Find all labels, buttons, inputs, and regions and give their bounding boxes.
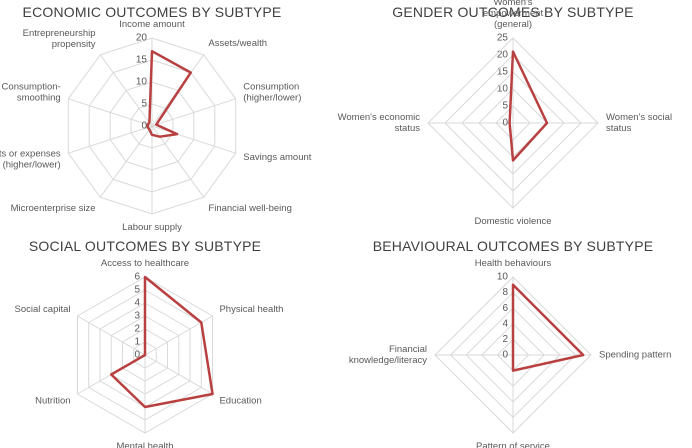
category-label: Women's social status [606, 112, 673, 134]
grid-line [110, 315, 180, 395]
data-line [508, 50, 549, 162]
category-label: Entrepreneurship propensity [22, 28, 96, 51]
grid-line [121, 328, 169, 382]
r-tick-label: 2 [134, 324, 140, 335]
chart-title: SOCIAL OUTCOMES BY SUBTYPE [28, 238, 262, 254]
r-tick-label: 6 [502, 303, 508, 314]
category-label: Physical health [219, 303, 284, 315]
r-tick-label: 8 [502, 287, 508, 298]
chart-title: BEHAVIOURAL OUTCOMES BY SUBTYPE [372, 238, 654, 254]
r-tick-label: 0 [502, 350, 508, 361]
data-line [511, 283, 585, 372]
grid-line [465, 307, 561, 403]
category-label: Microenterprise size [10, 202, 96, 214]
chart-title: GENDER OUTCOMES BY SUBTYPE [392, 4, 634, 20]
grid-line [461, 71, 565, 175]
category-label: Financial well-being [208, 202, 292, 214]
category-label: Savings amount [243, 151, 312, 163]
r-tick-label: 2 [502, 334, 508, 345]
category-label: Education [219, 395, 262, 407]
r-tick-label: 10 [497, 84, 509, 95]
grid-line [449, 291, 577, 419]
r-tick-label: 20 [497, 50, 509, 61]
category-label: Social capital [14, 303, 71, 315]
category-label: Labour supply [122, 222, 182, 233]
r-tick-label: 4 [502, 318, 508, 329]
grid-line [67, 37, 237, 215]
grid-line [434, 276, 592, 434]
r-tick-label: 0 [134, 350, 140, 361]
grid-line [130, 103, 174, 149]
category-label: Access to healthcare [100, 258, 190, 269]
grid-line [133, 341, 157, 369]
category-label: Health behaviours [474, 258, 552, 269]
grid-line [495, 105, 531, 141]
category-label: Consumption (higher/lower) [243, 81, 302, 104]
r-tick-label: 10 [497, 272, 509, 283]
category-label: Nutrition [35, 395, 71, 407]
r-tick-label: 20 [136, 33, 148, 44]
grid-line [444, 54, 582, 192]
grid-line [109, 81, 195, 171]
r-tick-label: 15 [136, 55, 148, 66]
r-tick-label: 1 [134, 337, 140, 348]
r-tick-label: 10 [136, 77, 148, 88]
r-tick-label: 15 [497, 67, 509, 78]
category-label: Consumption-smoothing [1, 81, 61, 104]
category-label: Financial knowledge/literacy [348, 344, 427, 366]
data-line [109, 275, 214, 409]
grid-line [427, 37, 599, 209]
category-label: Pattern of service usage [476, 441, 550, 448]
category-label: Women's economic status [337, 112, 420, 134]
category-label: Women's empowerment (general) [482, 0, 544, 30]
r-tick-label: 6 [134, 272, 140, 283]
r-tick-label: 0 [502, 118, 508, 129]
category-label: Spending pattern [599, 349, 672, 361]
grid-line [481, 323, 545, 387]
grid-line [88, 59, 216, 193]
r-tick-label: 4 [134, 298, 140, 309]
category-label: Costs or expenses (higher/lower) [0, 148, 61, 171]
r-tick-label: 0 [141, 121, 147, 132]
category-label: Income amount [119, 19, 185, 30]
r-tick-label: 3 [134, 311, 140, 322]
r-tick-label: 5 [502, 101, 508, 112]
r-tick-label: 5 [141, 99, 147, 110]
r-tick-label: 25 [497, 33, 509, 44]
category-label: Mental health [116, 441, 174, 448]
r-tick-label: 5 [134, 285, 140, 296]
category-label: Domestic violence [474, 216, 552, 227]
category-label: Assets/wealth [208, 38, 268, 50]
chart-title: ECONOMIC OUTCOMES BY SUBTYPE [22, 4, 282, 20]
data-line [146, 49, 193, 138]
grid-line [76, 276, 214, 434]
